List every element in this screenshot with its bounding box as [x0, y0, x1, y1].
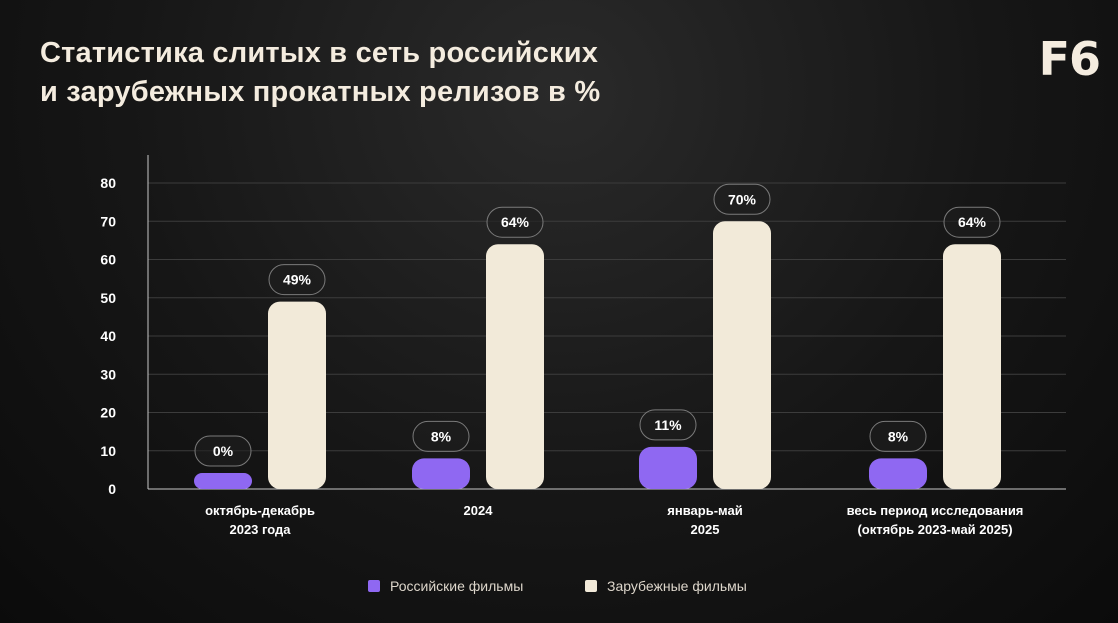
data-label-foreign-1: 64%: [501, 214, 530, 230]
bar-foreign-2: [713, 221, 771, 489]
legend-swatch-russian: [368, 580, 380, 592]
category-label-1-line-0: 2024: [464, 503, 494, 518]
category-label-2-line-0: январь-май: [667, 503, 742, 518]
chart-title-line-1: Статистика слитых в сеть российских: [40, 37, 599, 69]
data-label-bubble-foreign-2: [713, 183, 771, 215]
bar-russian-2: [639, 446, 697, 489]
y-tick-label-50: 50: [100, 290, 116, 306]
category-label-0-line-0: октябрь-декабрь: [205, 503, 315, 518]
data-label-russian-2: 11%: [654, 417, 682, 433]
legend-swatch-foreign: [585, 580, 597, 592]
bar-foreign-0: [268, 301, 326, 489]
legend-item-foreign: Зарубежные фильмы: [585, 578, 747, 594]
data-label-russian-0: 0%: [213, 443, 234, 459]
chart-title-line-2: и зарубежных прокатных релизов в %: [40, 76, 601, 108]
data-label-bubble-foreign-0: [268, 264, 326, 296]
f6-logo: F6: [1038, 32, 1101, 86]
y-tick-label-40: 40: [100, 328, 116, 344]
legend-item-russian: Российские фильмы: [368, 578, 523, 594]
bar-russian-0: [194, 473, 252, 489]
data-label-foreign-3: 64%: [958, 214, 987, 230]
data-label-bubble-foreign-1: [486, 206, 544, 238]
category-label-2-line-1: 2025: [691, 522, 720, 537]
y-tick-label-30: 30: [100, 366, 116, 382]
y-tick-label-0: 0: [108, 481, 116, 497]
data-label-bubble-russian-1: [412, 420, 470, 452]
category-label-3-line-1: (октябрь 2023-май 2025): [857, 522, 1012, 537]
chart-legend: Российские фильмы Зарубежные фильмы: [0, 578, 1118, 600]
data-label-bubble-russian-2: [639, 409, 697, 441]
bar-foreign-1: [486, 244, 544, 489]
data-label-bubble-foreign-3: [943, 206, 1001, 238]
chart-title: Статистика слитых в сеть российских и за…: [40, 34, 660, 112]
legend-label-foreign: Зарубежные фильмы: [607, 578, 747, 594]
y-tick-label-80: 80: [100, 175, 116, 191]
y-tick-label-70: 70: [100, 213, 116, 229]
y-tick-label-60: 60: [100, 252, 116, 268]
data-label-bubble-russian-3: [869, 420, 927, 452]
data-label-bubble-russian-0: [194, 435, 252, 467]
bar-russian-1: [412, 458, 470, 489]
data-label-russian-1: 8%: [431, 428, 452, 444]
data-label-russian-3: 8%: [888, 428, 909, 444]
y-tick-label-20: 20: [100, 405, 116, 421]
data-label-foreign-0: 49%: [283, 272, 312, 288]
category-label-3-line-0: весь период исследования: [847, 503, 1024, 518]
category-label-0-line-1: 2023 года: [229, 522, 291, 537]
bar-russian-3: [869, 458, 927, 489]
legend-label-russian: Российские фильмы: [390, 578, 524, 594]
bar-foreign-3: [943, 244, 1001, 489]
y-tick-label-10: 10: [100, 443, 116, 459]
data-label-foreign-2: 70%: [728, 191, 757, 207]
